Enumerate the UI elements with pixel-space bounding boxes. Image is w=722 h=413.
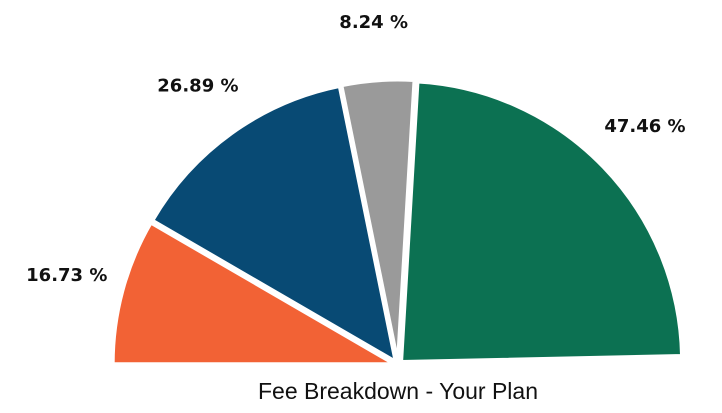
slice-label: 8.24 %: [339, 12, 408, 33]
slice-label: 16.73 %: [26, 265, 107, 286]
pie-slice: [150, 84, 398, 364]
slice-label: 26.89 %: [157, 75, 238, 96]
pie-slice: [111, 221, 399, 366]
slice-label: 47.46 %: [604, 116, 685, 137]
pie-slice: [340, 78, 416, 361]
chart-title: Fee Breakdown - Your Plan: [258, 378, 538, 404]
pie-slice: [400, 80, 684, 364]
